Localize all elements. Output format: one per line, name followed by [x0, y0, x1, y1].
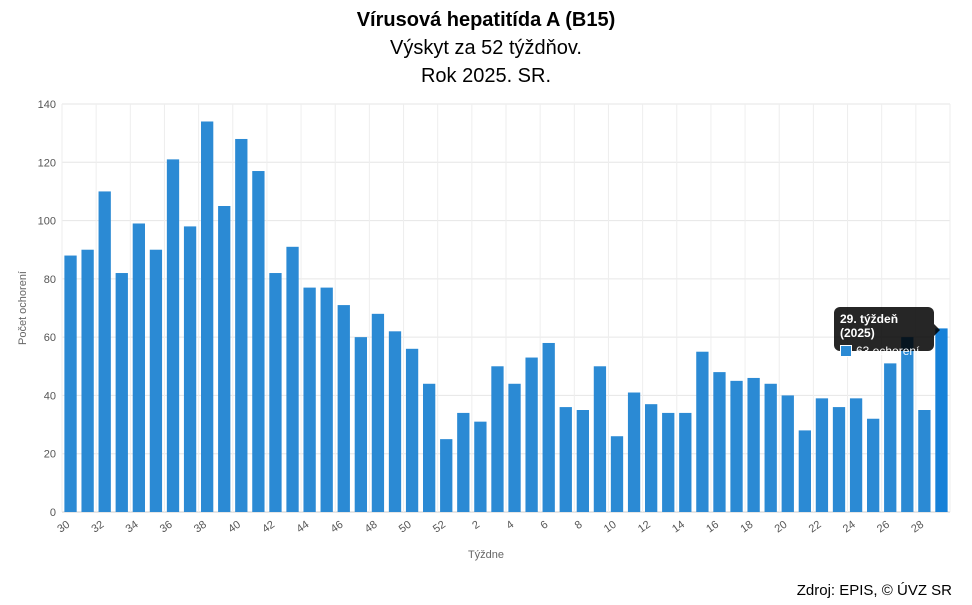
bar — [798, 430, 811, 512]
bar — [320, 287, 333, 512]
bar — [559, 407, 572, 512]
bar — [440, 439, 453, 512]
bar — [849, 398, 863, 512]
bar — [508, 383, 521, 512]
y-tick-label: 140 — [38, 99, 56, 111]
bar — [679, 412, 692, 512]
bar — [388, 331, 402, 512]
bar — [918, 410, 931, 512]
bar — [64, 255, 77, 513]
y-tick-label: 80 — [44, 274, 56, 286]
bar — [576, 410, 589, 512]
y-tick-label: 60 — [44, 332, 56, 344]
bar — [713, 372, 726, 512]
bar — [371, 313, 385, 512]
y-tick-label: 120 — [38, 157, 56, 169]
x-tick-label: 32 — [89, 519, 106, 536]
bar — [235, 138, 248, 512]
y-tick-label: 20 — [44, 449, 56, 461]
x-tick-label: 16 — [704, 519, 721, 536]
chart-subtitle-line-2: Rok 2025. SR. — [420, 65, 552, 87]
tooltip-color-swatch — [840, 345, 852, 357]
x-tick-label: 14 — [670, 519, 687, 536]
bar — [867, 418, 880, 512]
y-tick-label: 40 — [44, 390, 56, 402]
x-tick-label: 42 — [260, 519, 277, 536]
bar — [269, 273, 282, 512]
bar — [337, 305, 350, 512]
source-note: Zdroj: EPIS, © ÚVZ SR — [796, 582, 952, 599]
x-tick-label: 10 — [602, 519, 619, 536]
chart-title: Vírusová hepatitída A (B15) — [356, 9, 616, 31]
bar — [525, 357, 538, 512]
bar — [218, 206, 231, 512]
bar — [474, 421, 487, 512]
x-tick-label: 34 — [124, 519, 141, 536]
x-tick-label: 12 — [636, 519, 653, 536]
bar — [149, 249, 163, 512]
bar — [764, 383, 777, 512]
x-tick-label: 26 — [875, 519, 892, 536]
bar — [815, 398, 829, 512]
bar — [781, 395, 794, 512]
bar — [491, 366, 504, 512]
bar — [115, 273, 128, 512]
y-axis-title: Počet ochorení — [17, 271, 29, 345]
title-block: Vírusová hepatitída A (B15) Výskyt za 52… — [0, 6, 972, 90]
x-tick-label: 4 — [504, 519, 516, 532]
bar — [610, 436, 624, 512]
bar — [405, 348, 419, 512]
tooltip-title: 29. týždeň (2025) — [840, 312, 899, 340]
bar — [884, 363, 897, 512]
bar — [286, 246, 299, 513]
bar — [423, 383, 436, 512]
x-tick-label: 2 — [470, 519, 482, 532]
bar — [696, 351, 709, 512]
y-tick-label: 100 — [38, 216, 56, 228]
x-tick-label: 20 — [773, 519, 790, 536]
x-tick-label: 6 — [539, 519, 551, 532]
bar — [747, 377, 760, 512]
bar — [593, 366, 607, 512]
x-tick-label: 22 — [807, 519, 824, 536]
bar — [132, 223, 145, 512]
bar — [935, 328, 948, 512]
bar — [166, 159, 180, 512]
x-tick-label: 50 — [397, 519, 414, 536]
y-tick-label: 0 — [50, 507, 56, 519]
bar — [627, 392, 641, 512]
x-tick-label: 18 — [738, 519, 755, 536]
bar — [457, 412, 470, 512]
bar — [542, 342, 555, 512]
bar — [201, 121, 214, 512]
x-tick-label: 44 — [294, 519, 311, 536]
bar — [354, 337, 367, 512]
bar — [730, 380, 743, 512]
x-tick-label: 48 — [363, 519, 380, 536]
x-tick-label: 28 — [909, 519, 926, 536]
bar — [303, 287, 316, 512]
bar — [183, 226, 197, 512]
x-tick-label: 36 — [158, 519, 175, 536]
tooltip-caret — [934, 324, 940, 336]
chart-subtitle-line-1: Výskyt za 52 týždňov. — [390, 37, 582, 59]
x-tick-label: 40 — [226, 519, 243, 536]
bar — [662, 412, 675, 512]
bar — [832, 407, 846, 512]
bar — [252, 171, 265, 512]
x-tick-label: 8 — [573, 519, 585, 532]
chart-tooltip: 29. týždeň (2025) 63 ochorení — [834, 307, 940, 358]
bar — [901, 337, 914, 512]
bar — [81, 249, 94, 512]
tooltip-value: 63 ochorení — [856, 344, 920, 358]
x-tick-label: 52 — [431, 519, 448, 536]
x-tick-label: 46 — [329, 519, 346, 536]
x-tick-label: 38 — [192, 519, 209, 536]
bar — [645, 404, 658, 512]
bar — [98, 191, 111, 512]
x-axis-title: Týždne — [468, 549, 504, 561]
x-tick-label: 24 — [841, 519, 858, 536]
x-tick-label: 30 — [55, 519, 72, 536]
